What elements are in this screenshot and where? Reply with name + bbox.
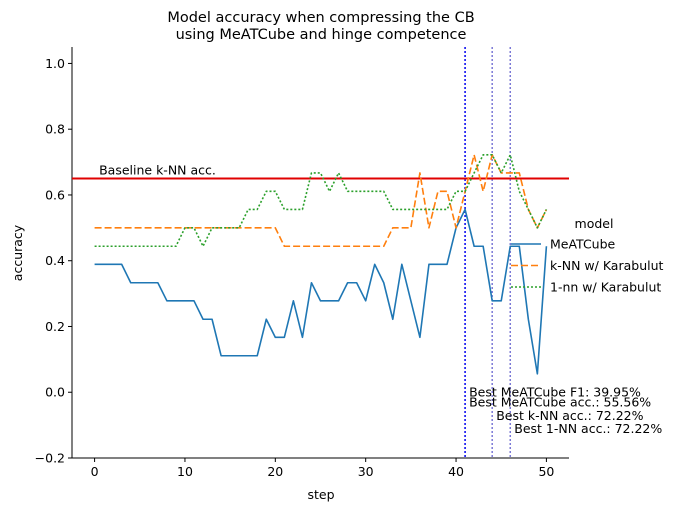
x-ticks: 0 10 20 30 40 50 [91,458,554,479]
annotation-text: Best MeATCube F1: 39.95% [469,385,641,400]
chart-title-line2: using MeATCube and hinge competence [176,27,467,43]
legend-items: MeATCube k-NN w/ Karabulut 1-nn w/ Karabul… [511,237,664,295]
y-ticks: −0.2 0.0 0.2 0.4 0.6 0.8 1.0 [35,56,72,466]
legend: model MeATCube k-NN w/ Karabulut 1-nn w/ K… [511,216,664,295]
chart-title-line1: Model accuracy when compressing the CB [167,10,474,26]
x-tick-label: 20 [267,464,283,479]
y-tick-label: 1.0 [45,56,65,71]
y-tick-label: −0.2 [35,451,65,466]
legend-label: k-NN w/ Karabulut [550,258,664,273]
annotations: Best MeATCube F1: 39.95%Best MeATCube ac… [469,385,662,436]
legend-label: 1-nn w/ Karabulut [550,280,661,295]
plot-area: −0.2 0.0 0.2 0.4 0.6 0.8 1.0 0 10 20 30 40 50 Basel… [35,47,662,479]
y-tick-label: 0.2 [45,319,65,334]
x-tick-label: 50 [538,464,554,479]
y-tick-label: 0.8 [45,122,65,137]
series-line-2 [94,154,548,248]
x-tick-label: 40 [448,464,464,479]
series-line-1 [94,208,548,375]
y-axis-label: accuracy [10,224,25,281]
series-lines [94,154,548,375]
annotation-text: Best MeATCube acc.: 55.56% [469,395,651,410]
x-tick-label: 30 [358,464,374,479]
legend-title: model [575,216,614,231]
y-tick-label: 0.4 [45,253,65,268]
baseline-label: Baseline k-NN acc. [99,163,216,178]
annotation-text: Best 1-NN acc.: 72.22% [514,421,662,436]
y-tick-label: 0.6 [45,187,65,202]
x-axis-label: step [307,487,334,502]
x-tick-label: 10 [177,464,193,479]
series-line-3 [94,154,548,248]
y-tick-label: 0.0 [45,385,65,400]
best-step-markers [464,47,512,458]
annotation-text: Best k-NN acc.: 72.22% [496,408,643,423]
x-tick-label: 0 [91,464,99,479]
legend-label: MeATCube [550,237,616,252]
